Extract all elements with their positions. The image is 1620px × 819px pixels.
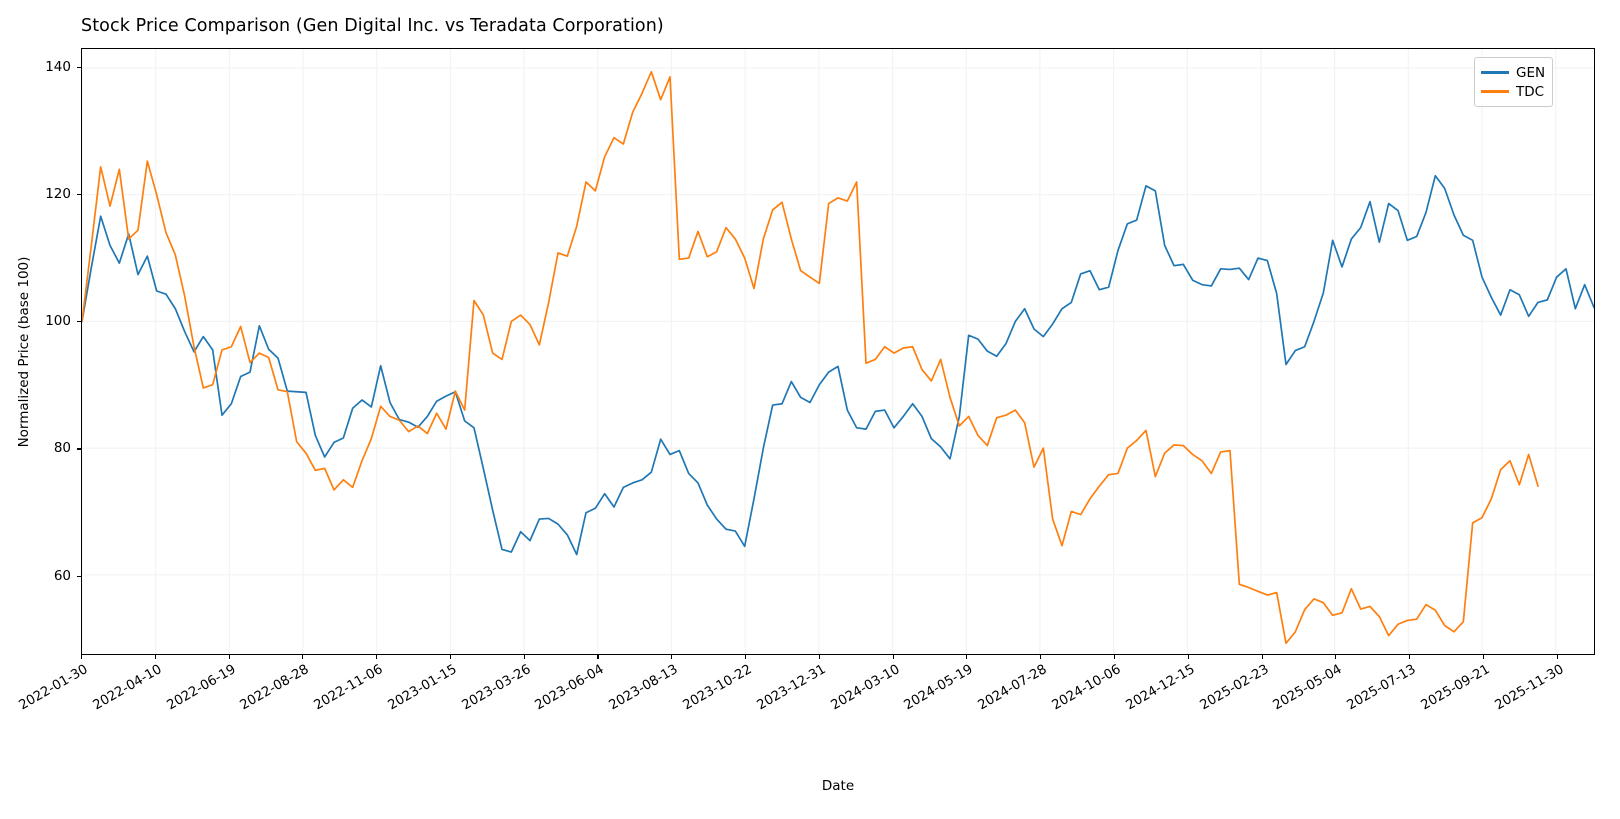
x-tick-label: 2023-03-26 xyxy=(459,662,534,714)
x-tick-mark xyxy=(818,655,820,659)
x-tick-mark xyxy=(449,655,451,659)
y-tick-mark xyxy=(77,448,81,450)
page-title: Stock Price Comparison (Gen Digital Inc.… xyxy=(81,16,664,36)
x-tick-label: 2025-07-13 xyxy=(1344,662,1419,714)
legend-swatch-gen xyxy=(1481,71,1509,74)
x-tick-label: 2023-08-13 xyxy=(606,662,681,714)
gridlines xyxy=(82,49,1594,654)
y-axis-label-text: Normalized Price (base 100) xyxy=(16,256,32,447)
x-tick-label: 2022-01-30 xyxy=(16,662,91,714)
x-tick-label: 2025-09-21 xyxy=(1418,662,1493,714)
x-tick-mark xyxy=(671,655,673,659)
x-tick-label: 2025-05-04 xyxy=(1270,662,1345,714)
plot-area xyxy=(81,48,1595,655)
x-tick-mark xyxy=(523,655,525,659)
x-tick-label: 2025-02-23 xyxy=(1197,662,1271,714)
x-tick-mark xyxy=(1040,655,1042,659)
x-tick-mark xyxy=(81,655,83,659)
x-tick-mark xyxy=(1335,655,1337,659)
x-tick-label: 2022-11-06 xyxy=(311,662,386,714)
series-lines xyxy=(82,70,1594,645)
x-tick-mark xyxy=(1113,655,1116,659)
x-tick-label: 2024-05-19 xyxy=(902,662,976,714)
x-tick-mark xyxy=(745,655,747,659)
x-tick-label: 2022-08-28 xyxy=(237,662,312,714)
legend-label-gen: GEN xyxy=(1516,64,1546,81)
x-tick-mark xyxy=(1261,655,1263,659)
series-line-gen xyxy=(82,174,1594,556)
legend-item-gen[interactable]: GEN xyxy=(1481,63,1545,82)
y-tick-mark xyxy=(77,321,81,323)
x-tick-mark xyxy=(302,655,304,659)
x-tick-mark xyxy=(1187,655,1189,659)
y-tick-mark xyxy=(77,575,81,577)
x-tick-label: 2023-12-31 xyxy=(754,662,829,714)
legend-label-tdc: TDC xyxy=(1516,83,1545,100)
y-tick-label: 80 xyxy=(53,440,71,457)
legend-swatch-tdc xyxy=(1481,90,1509,93)
x-tick-mark xyxy=(154,655,156,659)
y-axis-label: Normalized Price (base 100) xyxy=(14,48,34,655)
x-tick-label: 2023-10-22 xyxy=(680,662,755,714)
x-tick-mark xyxy=(1482,655,1484,659)
x-tick-mark xyxy=(1409,655,1411,659)
x-tick-label: 2023-01-15 xyxy=(385,662,460,714)
series-line-tdc xyxy=(82,70,1539,645)
x-tick-label: 2024-10-06 xyxy=(1049,662,1124,714)
y-tick-label: 60 xyxy=(53,567,71,584)
legend-item-tdc[interactable]: TDC xyxy=(1481,82,1545,101)
x-tick-label: 2022-06-19 xyxy=(164,662,239,714)
y-tick-label: 120 xyxy=(45,186,71,203)
x-tick-mark xyxy=(228,655,230,659)
x-tick-label: 2023-06-04 xyxy=(533,662,607,714)
x-tick-label: 2025-11-30 xyxy=(1492,662,1567,714)
x-tick-mark xyxy=(966,655,968,659)
x-tick-mark xyxy=(376,655,378,659)
x-tick-label: 2024-03-10 xyxy=(828,662,903,714)
x-tick-mark xyxy=(892,655,894,659)
y-tick-label: 100 xyxy=(45,313,71,330)
x-tick-mark xyxy=(1556,655,1558,659)
y-tick-label: 140 xyxy=(45,59,71,76)
x-tick-label: 2022-04-10 xyxy=(90,662,165,714)
x-tick-mark xyxy=(597,655,599,659)
x-axis-label: Date xyxy=(821,778,855,794)
y-tick-mark xyxy=(77,67,81,69)
x-tick-label: 2024-12-15 xyxy=(1123,662,1198,714)
y-tick-mark xyxy=(77,194,81,196)
plot-canvas xyxy=(82,49,1594,654)
x-tick-label: 2024-07-28 xyxy=(975,662,1050,714)
legend[interactable]: GEN TDC xyxy=(1474,57,1554,107)
